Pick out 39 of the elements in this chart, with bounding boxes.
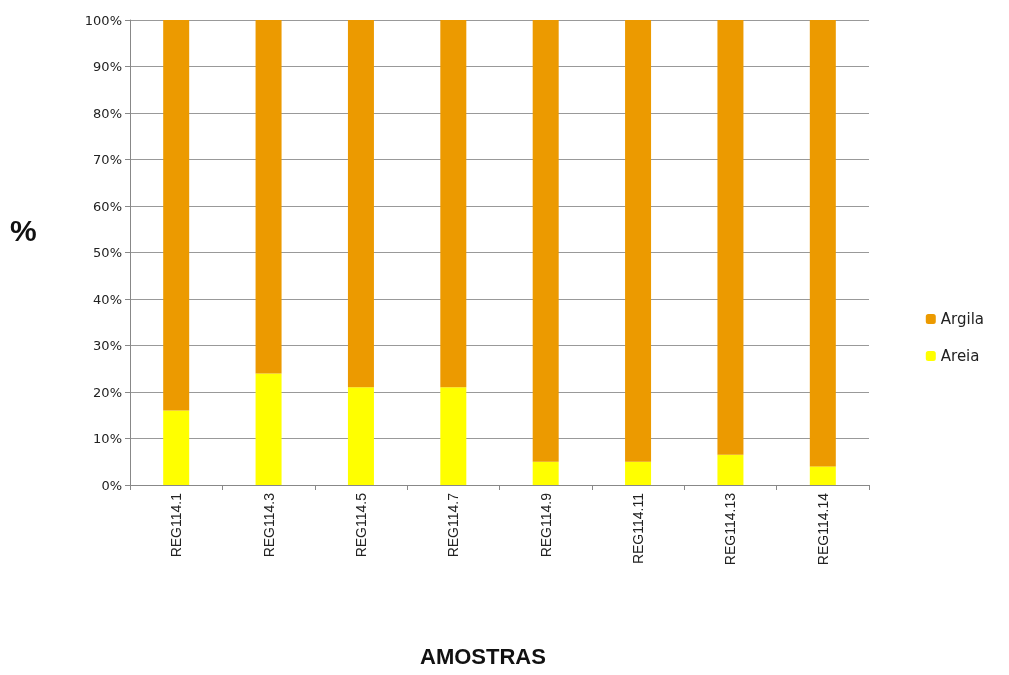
bar xyxy=(255,373,282,485)
y-tick-label: 100% xyxy=(84,12,122,28)
bar xyxy=(163,20,190,411)
bar xyxy=(347,20,374,388)
y-tick-label: 70% xyxy=(93,152,122,167)
bar xyxy=(255,20,282,374)
bar xyxy=(163,410,190,485)
x-tick-label: REG114.9 xyxy=(537,492,554,558)
bar xyxy=(440,20,467,388)
y-tick-label: 20% xyxy=(93,384,122,400)
bar xyxy=(440,387,467,485)
bar xyxy=(625,461,652,485)
legend-label: Areia xyxy=(940,347,980,365)
bar xyxy=(347,387,374,485)
y-tick-label: 60% xyxy=(93,198,122,214)
x-tick-label: REG114.7 xyxy=(445,492,462,558)
y-tick-label: 0% xyxy=(101,477,122,493)
bar xyxy=(717,454,744,485)
bar xyxy=(532,461,559,485)
bar xyxy=(532,20,559,462)
bar xyxy=(809,20,836,467)
x-tick-label: REG114.3 xyxy=(260,492,277,558)
y-tick-label: 10% xyxy=(93,431,122,446)
bar xyxy=(717,20,744,455)
x-tick-label: REG114.13 xyxy=(722,492,739,566)
y-axis-title: % xyxy=(10,213,37,247)
y-tick-label: 80% xyxy=(93,105,122,121)
bar xyxy=(809,466,836,485)
bar xyxy=(625,20,652,462)
x-tick-label: REG114.1 xyxy=(168,492,185,558)
y-tick-label: 90% xyxy=(93,59,122,74)
x-axis-title: AMOSTRAS xyxy=(420,643,546,669)
legend-label: Argila xyxy=(940,310,985,328)
x-tick-label: REG114.14 xyxy=(814,492,831,566)
y-tick-label: 40% xyxy=(93,291,122,307)
y-tick-label: 50% xyxy=(93,245,122,260)
y-tick-label: 30% xyxy=(93,338,122,353)
x-tick-label: REG114.5 xyxy=(352,492,369,558)
x-tick-label: REG114.11 xyxy=(630,492,647,565)
